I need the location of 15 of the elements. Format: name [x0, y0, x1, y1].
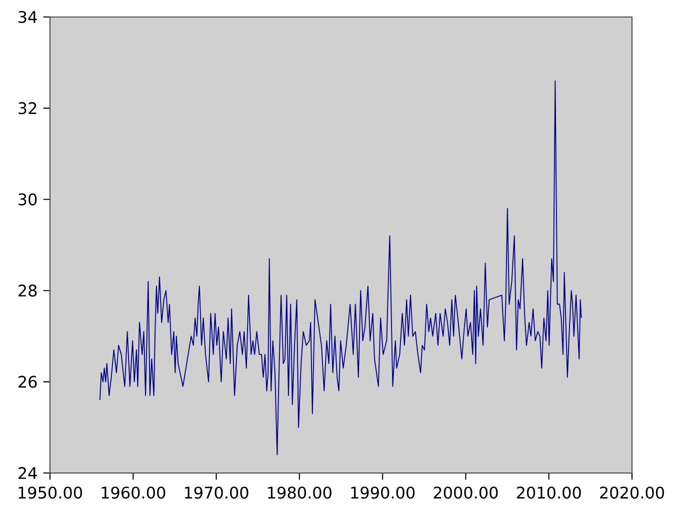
x-tick-label: 1970.00 — [184, 486, 248, 499]
y-tick-label: 34 — [18, 10, 37, 24]
x-tick-label: 2010.00 — [516, 486, 581, 499]
y-tick-label: 30 — [18, 193, 37, 206]
x-tick-label: 1960.00 — [102, 486, 166, 499]
y-tick-label: 26 — [18, 376, 37, 388]
x-tick-label: 1980.00 — [268, 486, 332, 499]
y-tick-label: 32 — [18, 102, 36, 114]
y-tick-label: 28 — [18, 284, 37, 297]
x-tick-label: 2000.00 — [434, 486, 498, 499]
x-tick-label: 2020.00 — [600, 486, 664, 499]
x-tick-label: 1950.00 — [18, 486, 82, 499]
x-tick-label: 1990.00 — [351, 486, 415, 499]
line-series — [99, 80, 582, 456]
y-tick-label: 24 — [18, 467, 37, 479]
